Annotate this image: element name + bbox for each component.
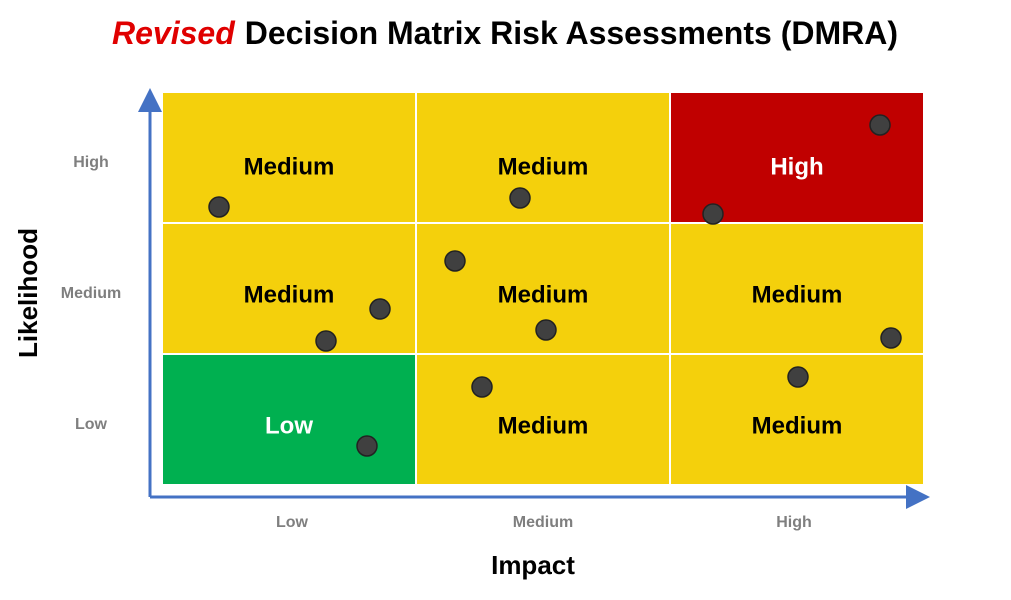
cell-label: Medium [498,281,589,308]
cell-label: Low [265,412,313,439]
x-axis-label: Impact [491,550,575,580]
cell [417,93,669,222]
y-tick-label: High [73,154,109,171]
risk-dot [880,327,902,349]
cell-label: Medium [498,412,589,439]
cell [163,355,415,484]
x-tick-label: High [776,514,812,531]
cell-label: Medium [752,412,843,439]
cell [417,355,669,484]
y-tick-label: Low [75,416,108,433]
risk-dot [869,114,891,136]
y-axis-label: Likelihood [13,228,43,358]
risk-dot [471,376,493,398]
y-tick-label: Medium [61,285,121,302]
cells: Medium Medium High Medium Medium Medium Low Med… [163,93,923,484]
risk-dot [356,435,378,457]
x-tick-label: Low [276,514,309,531]
risk-dot [509,187,531,209]
risk-dot [444,250,466,272]
cell-label: Medium [498,153,589,180]
cell [671,224,923,353]
risk-dot [787,366,809,388]
title-emphasis: Revised [112,15,236,51]
cell [163,224,415,353]
cell [163,93,415,222]
risk-dot [369,298,391,320]
dots [208,114,902,457]
risk-dot [208,196,230,218]
cell-label: Medium [244,153,335,180]
title-text: Decision Matrix Risk Assessments (DMRA) [245,15,898,51]
cell-label: Medium [244,281,335,308]
title: Revised Decision Matrix Risk Assessments … [112,15,898,51]
cell-label: High [770,153,823,180]
risk-dot [702,203,724,225]
x-tick-label: Medium [513,514,573,531]
risk-dot [315,330,337,352]
cell-label: Medium [752,281,843,308]
risk-dot [535,319,557,341]
